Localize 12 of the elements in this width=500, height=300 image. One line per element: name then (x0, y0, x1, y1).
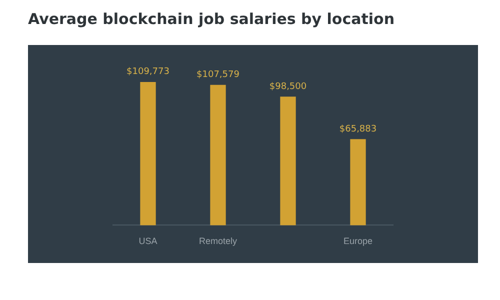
data-label: $109,773 (126, 67, 170, 78)
bar (210, 84, 226, 226)
bar (350, 139, 366, 226)
x-tick-label: Europe (343, 236, 373, 246)
x-tick-label: Remotely (198, 236, 238, 246)
bar (140, 82, 156, 226)
bar (280, 96, 296, 226)
data-label: $107,579 (196, 70, 240, 80)
data-label: $98,500 (269, 82, 307, 92)
chart-title: Average blockchain job salaries by location (28, 10, 395, 28)
x-tick-label: USA (138, 236, 158, 246)
data-label: $65,883 (339, 124, 377, 134)
